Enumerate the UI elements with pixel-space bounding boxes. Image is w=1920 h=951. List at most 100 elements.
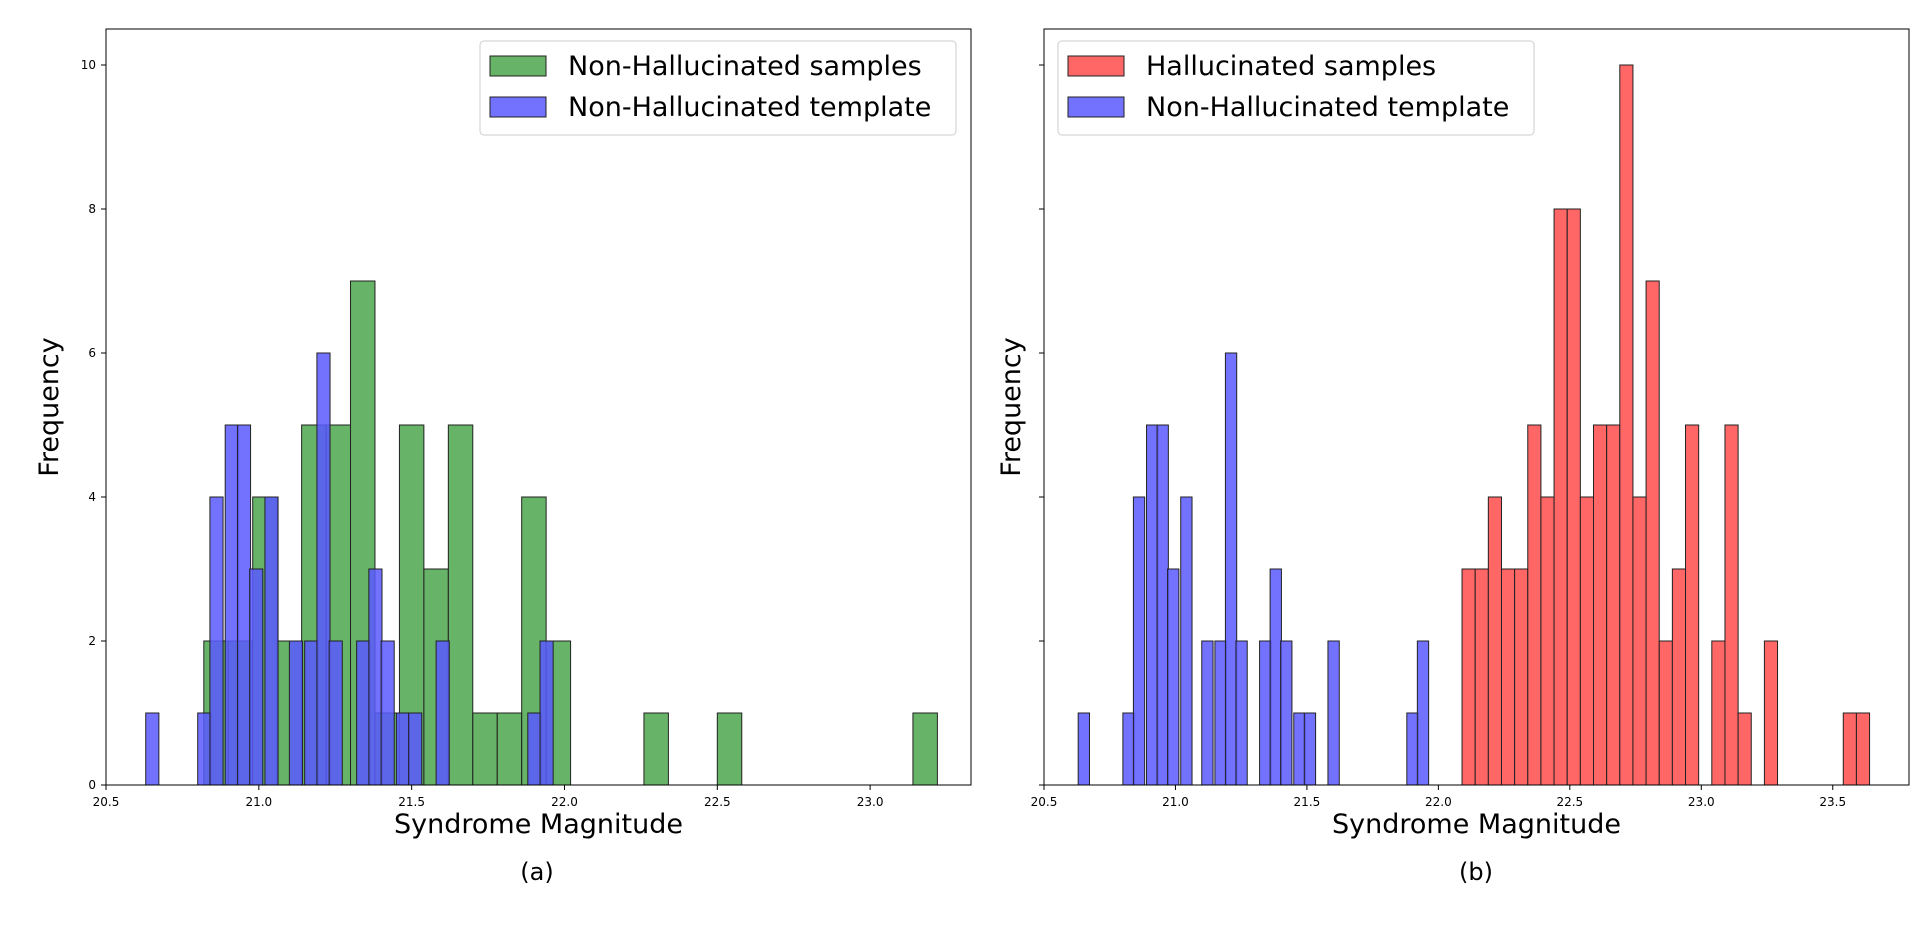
y-tick-label: 6 [88, 346, 96, 360]
x-tick-label: 23.0 [857, 795, 884, 809]
bar-1-1-17 [1406, 712, 1419, 786]
x-tick-label: 22.0 [551, 795, 578, 809]
bar-1-1-13 [1280, 640, 1293, 786]
bar-0-1-10 [328, 640, 343, 786]
x-tick-label: 22.5 [1556, 795, 1583, 809]
bar-1-0-18 [1711, 640, 1726, 786]
bar-0-0-17 [912, 712, 938, 786]
bar-0-1-15 [408, 712, 423, 786]
legend-label-0: Non-Hallucinated samples [568, 51, 922, 82]
bar-1-0-17 [1685, 424, 1700, 786]
bar-1-1-8 [1214, 640, 1227, 786]
legend-label-1: Non-Hallucinated template [1146, 92, 1509, 123]
bar-1-0-21 [1763, 640, 1779, 786]
bar-0-0-15 [643, 712, 669, 786]
bar-0-1-18 [539, 640, 554, 786]
legend-label-1: Non-Hallucinated template [568, 92, 931, 123]
bar-1-1-0 [1077, 712, 1090, 786]
x-tick-label: 23.0 [1688, 795, 1715, 809]
bar-1-1-7 [1201, 640, 1214, 786]
bar-1-1-18 [1416, 640, 1430, 786]
bar-1-1-16 [1327, 640, 1340, 786]
bar-1-0-8 [1566, 208, 1581, 786]
bar-1-0-15 [1658, 640, 1673, 786]
bar-1-1-1 [1122, 712, 1135, 786]
bar-1-1-4 [1156, 424, 1169, 786]
bar-1-1-12 [1269, 568, 1282, 786]
legend-label-0: Hallucinated samples [1146, 51, 1436, 82]
bar-0-1-9 [316, 352, 331, 786]
bar-1-0-5 [1527, 424, 1542, 786]
bar-0-1-17 [527, 712, 542, 786]
y-tick-label: 2 [88, 634, 96, 648]
x-tick-label: 23.5 [1819, 795, 1846, 809]
bar-0-1-16 [435, 640, 450, 786]
bar-0-1-8 [304, 640, 319, 786]
bar-0-1-12 [368, 568, 383, 786]
bar-0-0-12 [496, 712, 523, 786]
bar-1-0-1 [1474, 568, 1489, 786]
plot-frame [105, 28, 972, 786]
bar-0-1-13 [380, 640, 395, 786]
bar-1-0-6 [1540, 496, 1555, 786]
bar-1-0-10 [1593, 424, 1608, 786]
histogram-panel-a: 20.5 21.0 21.5 22.0 22.5 23.0 0 2 4 6 8 10 Syndrome … [34, 28, 972, 886]
bar-1-0-19 [1724, 424, 1739, 786]
bar-1-0-16 [1671, 568, 1687, 786]
bar-1-1-6 [1180, 496, 1193, 786]
bar-1-0-3 [1500, 568, 1516, 786]
histogram-panel-b: 20.5 21.0 21.5 22.0 22.5 23.0 23.5 Syndrome Mag… [996, 28, 1910, 886]
legend-swatch-1 [1067, 96, 1125, 118]
y-axis-label: Frequency [996, 337, 1027, 477]
x-axis-label: Syndrome Magnitude [394, 809, 683, 840]
bar-1-0-0 [1461, 568, 1476, 786]
x-tick-label: 21.5 [398, 795, 425, 809]
x-tick-label: 22.5 [704, 795, 731, 809]
bar-0-1-6 [264, 496, 279, 786]
bar-0-1-3 [224, 424, 239, 786]
bar-1-0-13 [1632, 496, 1647, 786]
legend-swatch-0 [489, 55, 547, 77]
bar-1-0-20 [1737, 712, 1752, 786]
bar-0-1-11 [356, 640, 371, 786]
bar-1-0-4 [1514, 568, 1529, 786]
y-axis-label: Frequency [34, 337, 65, 477]
bar-1-1-11 [1259, 640, 1272, 786]
bar-0-1-5 [249, 568, 264, 786]
bar-0-1-0 [145, 712, 160, 786]
bar-1-0-22 [1842, 712, 1857, 786]
bar-0-0-10 [447, 424, 474, 786]
bar-0-0-16 [716, 712, 743, 786]
bar-0-1-1 [197, 712, 212, 786]
bar-0-1-7 [288, 640, 304, 786]
bar-1-0-9 [1579, 496, 1594, 786]
bar-0-1-14 [395, 712, 411, 786]
bar-1-0-11 [1606, 424, 1621, 786]
y-tick-label: 4 [88, 490, 96, 504]
x-tick-label: 21.5 [1294, 795, 1321, 809]
bar-1-1-9 [1224, 352, 1238, 786]
x-tick-label: 21.0 [1162, 795, 1189, 809]
x-tick-label: 22.0 [1425, 795, 1452, 809]
x-tick-label: 20.5 [93, 795, 120, 809]
bar-1-1-2 [1132, 496, 1146, 786]
bar-1-0-23 [1855, 712, 1871, 786]
legend-swatch-0 [1067, 55, 1125, 77]
bar-1-0-7 [1553, 208, 1568, 786]
x-tick-label: 21.0 [245, 795, 272, 809]
bar-1-1-14 [1293, 712, 1306, 786]
y-tick-label: 10 [81, 58, 96, 72]
y-tick-label: 8 [88, 202, 96, 216]
bar-0-0-11 [472, 712, 498, 786]
x-axis-label: Syndrome Magnitude [1332, 809, 1621, 840]
bar-1-1-15 [1303, 712, 1317, 786]
legend-box [1057, 40, 1535, 136]
bar-1-0-14 [1645, 280, 1660, 786]
panel-caption: (b) [1459, 858, 1493, 886]
y-tick-label: 0 [88, 778, 96, 792]
legend-swatch-1 [489, 96, 547, 118]
bar-0-1-2 [209, 496, 224, 786]
plot-frame [1043, 28, 1910, 786]
bar-1-1-10 [1235, 640, 1248, 786]
